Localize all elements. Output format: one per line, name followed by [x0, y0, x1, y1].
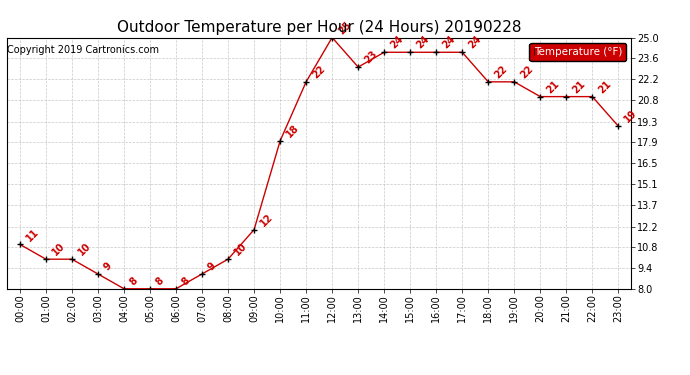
Text: 8: 8 — [128, 275, 140, 287]
Legend: Temperature (°F): Temperature (°F) — [529, 43, 626, 61]
Text: 11: 11 — [24, 226, 41, 243]
Text: 21: 21 — [544, 79, 561, 95]
Text: 12: 12 — [258, 211, 275, 228]
Text: 10: 10 — [233, 241, 249, 258]
Text: 25: 25 — [336, 20, 353, 36]
Text: 22: 22 — [493, 64, 509, 81]
Text: 24: 24 — [388, 34, 405, 51]
Text: 10: 10 — [76, 241, 92, 258]
Text: Copyright 2019 Cartronics.com: Copyright 2019 Cartronics.com — [7, 45, 159, 55]
Text: 24: 24 — [440, 34, 457, 51]
Text: 22: 22 — [518, 64, 535, 81]
Text: 8: 8 — [180, 275, 192, 287]
Text: 21: 21 — [596, 79, 613, 95]
Text: 9: 9 — [206, 261, 218, 273]
Text: 18: 18 — [284, 123, 301, 140]
Text: 8: 8 — [154, 275, 166, 287]
Text: 24: 24 — [466, 34, 483, 51]
Text: 9: 9 — [102, 261, 114, 273]
Text: 21: 21 — [571, 79, 587, 95]
Text: 24: 24 — [415, 34, 431, 51]
Text: 23: 23 — [362, 49, 379, 66]
Text: 10: 10 — [50, 241, 67, 258]
Title: Outdoor Temperature per Hour (24 Hours) 20190228: Outdoor Temperature per Hour (24 Hours) … — [117, 20, 522, 35]
Text: 22: 22 — [310, 64, 327, 81]
Text: 19: 19 — [622, 108, 639, 125]
